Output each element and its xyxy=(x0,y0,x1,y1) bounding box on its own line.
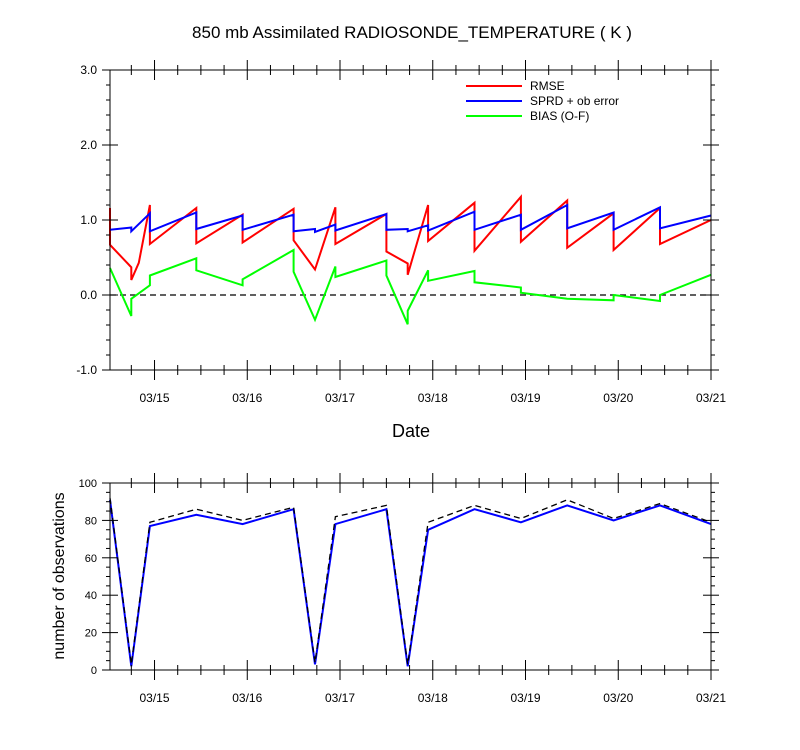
bottom-x-tick-label: 03/18 xyxy=(418,691,448,705)
top-chart: 850 mb Assimilated RADIOSONDE_TEMPERATUR… xyxy=(76,23,726,441)
top-x-axis: 03/15 03/16 03/17 03/18 03/19 03/20 03/21 xyxy=(130,60,726,405)
bottom-y-tick-label: 100 xyxy=(79,478,97,490)
bottom-series-group xyxy=(109,497,712,667)
legend-label-1: SPRD + ob error xyxy=(530,94,619,108)
series-line-1 xyxy=(109,203,712,234)
bottom-y-tick-label: 80 xyxy=(85,515,97,527)
series-line-2 xyxy=(109,248,712,325)
obs-series-line-assimilated xyxy=(109,499,712,667)
top-x-tick-label: 03/15 xyxy=(140,391,170,405)
top-x-tick-label: 03/21 xyxy=(696,391,726,405)
legend-label-2: BIAS (O-F) xyxy=(530,109,589,123)
bottom-x-tick-label: 03/16 xyxy=(232,691,262,705)
series-line-0 xyxy=(109,194,712,281)
bottom-x-tick-label: 03/19 xyxy=(510,691,540,705)
legend-label-0: RMSE xyxy=(530,79,565,93)
top-x-tick-label: 03/18 xyxy=(418,391,448,405)
bottom-plot-frame xyxy=(109,482,712,671)
top-y-axis: 3.0 2.0 1.0 0.0 -1.0 xyxy=(76,63,719,377)
top-x-tick-label: 03/20 xyxy=(603,391,633,405)
top-y-tick-label: 0.0 xyxy=(80,288,97,302)
top-y-tick-label: 2.0 xyxy=(80,138,97,152)
top-chart-title: 850 mb Assimilated RADIOSONDE_TEMPERATUR… xyxy=(192,23,632,42)
top-y-tick-label: 3.0 xyxy=(80,63,97,77)
bottom-y-tick-label: 0 xyxy=(91,665,97,677)
top-y-tick-label: -1.0 xyxy=(76,363,97,377)
bottom-x-axis: 03/15 03/16 03/17 03/18 03/19 03/20 03/21 xyxy=(130,473,726,705)
top-x-tick-label: 03/16 xyxy=(232,391,262,405)
bottom-x-tick-label: 03/17 xyxy=(325,691,355,705)
bottom-y-axis-label: number of observations xyxy=(51,492,68,659)
top-x-tick-label: 03/17 xyxy=(325,391,355,405)
bottom-x-tick-label: 03/21 xyxy=(696,691,726,705)
bottom-y-tick-label: 20 xyxy=(85,628,97,640)
bottom-y-tick-label: 60 xyxy=(85,553,97,565)
top-series-group xyxy=(109,194,712,325)
bottom-y-axis: 100 80 60 40 20 0 xyxy=(79,478,719,677)
top-y-tick-label: 1.0 xyxy=(80,213,97,227)
top-plot-frame xyxy=(109,69,712,371)
bottom-y-tick-label: 40 xyxy=(85,590,97,602)
top-x-tick-label: 03/19 xyxy=(510,391,540,405)
bottom-x-tick-label: 03/20 xyxy=(603,691,633,705)
obs-series-line-possible xyxy=(109,497,712,665)
top-x-axis-label: Date xyxy=(392,421,430,441)
bottom-x-tick-label: 03/15 xyxy=(140,691,170,705)
